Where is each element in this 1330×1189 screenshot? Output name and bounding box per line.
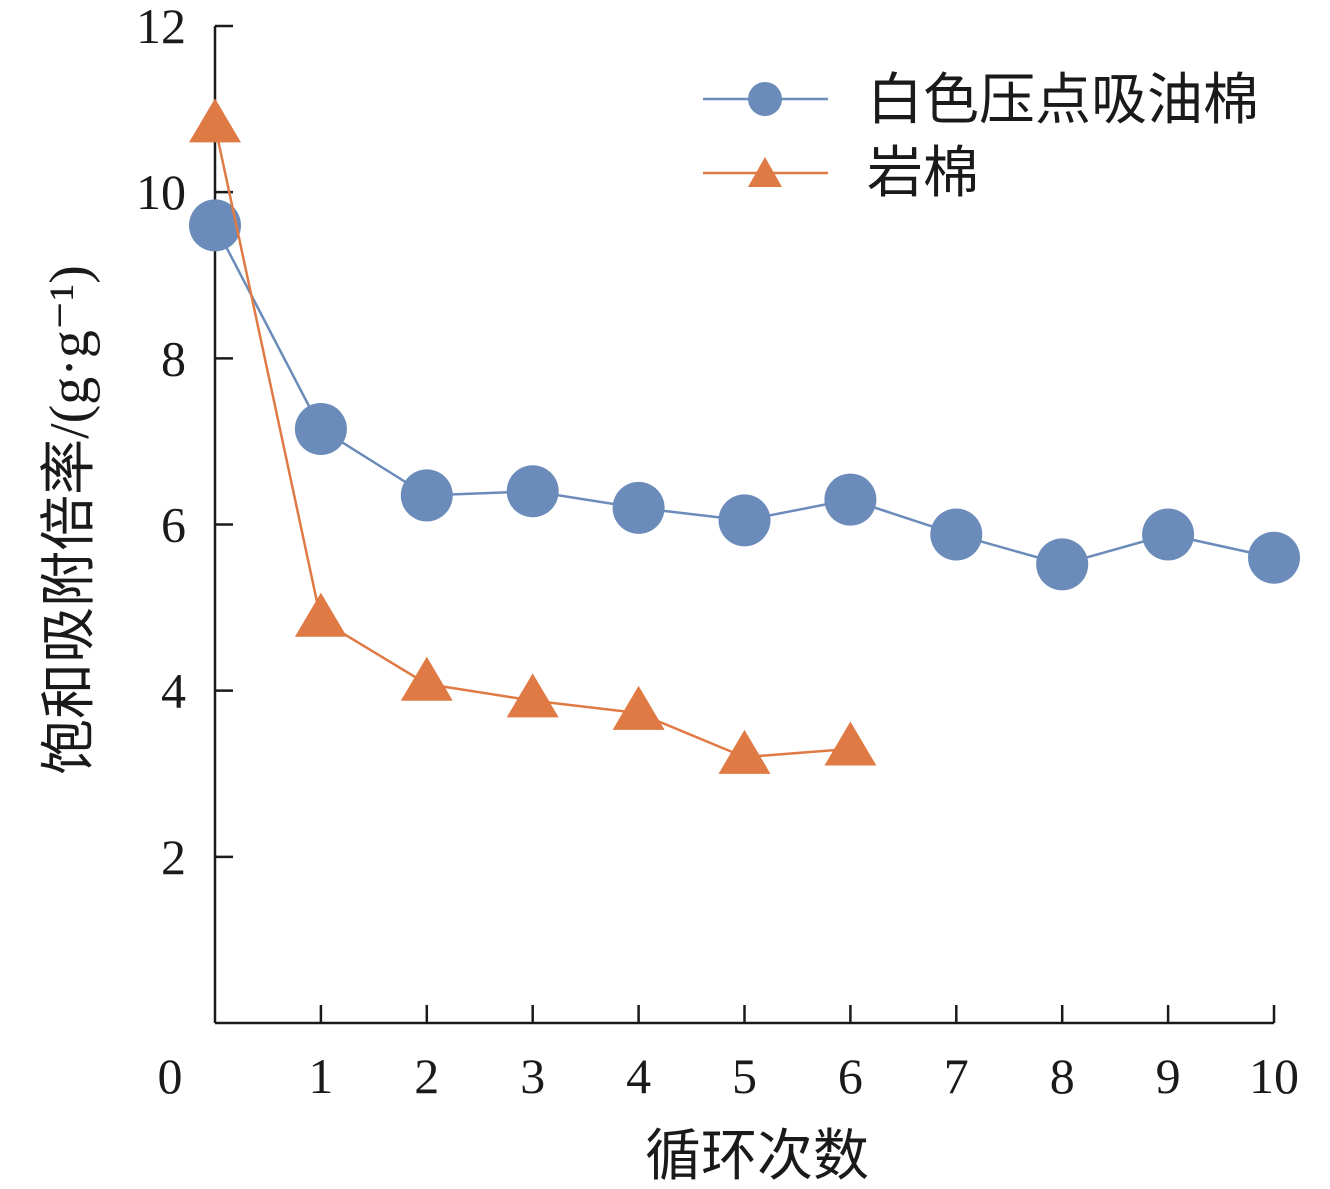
x-tick-label: 8 [1050,1048,1075,1104]
y-tick-label: 8 [161,330,186,386]
data-point-triangle [718,729,771,774]
y-tick-label: 12 [136,0,186,54]
legend-marker-triangle [748,157,782,187]
data-point-triangle [189,98,241,143]
y-tick-label: 4 [161,663,186,719]
x-tick-label: 0 [158,1048,183,1104]
legend-label-series-1: 白色压点吸油棉 [867,70,1259,132]
legend-item-rock-wool: 岩棉 [703,143,979,205]
x-tick-label: 10 [1249,1048,1299,1104]
x-tick-label: 4 [626,1048,651,1104]
y-tick-label: 10 [136,164,186,220]
x-tick-label: 1 [308,1048,333,1104]
x-tick-label: 5 [732,1048,757,1104]
x-ticks: 0 1 2 3 4 5 6 7 8 9 10 [158,1005,1299,1104]
x-tick-label: 6 [838,1048,863,1104]
data-point-circle [718,494,771,547]
y-tick-label: 2 [161,829,186,885]
data-point-circle [294,402,347,455]
data-point-circle [506,465,559,518]
data-point-circle [824,473,877,526]
y-ticks: 2 4 6 8 10 12 [136,0,233,885]
data-point-circle [400,469,453,522]
data-point-circle [612,481,665,534]
x-tick-label: 3 [520,1048,545,1104]
legend: 白色压点吸油棉 岩棉 [703,70,1259,205]
legend-item-white-pressed-dot-cotton: 白色压点吸油棉 [703,70,1259,132]
series-layer [189,98,1300,774]
y-tick-label: 6 [161,497,186,553]
data-point-circle [930,508,983,561]
data-point-triangle [506,673,559,718]
y-axis-title: 饱和吸附倍率/(g·g⁻¹) [39,265,101,775]
data-point-circle [1248,531,1300,584]
data-point-triangle [294,592,347,637]
data-point-triangle [824,721,877,766]
legend-marker-circle [748,82,782,116]
legend-label-series-2: 岩棉 [867,143,979,205]
data-point-circle [1036,538,1089,591]
data-point-triangle [612,685,665,730]
x-tick-label: 7 [944,1048,969,1104]
x-tick-label: 9 [1156,1048,1181,1104]
data-point-circle [189,199,241,252]
data-point-circle [1142,508,1195,561]
data-point-triangle [400,656,453,701]
x-tick-label: 2 [414,1048,439,1104]
x-axis-title: 循环次数 [645,1126,869,1188]
